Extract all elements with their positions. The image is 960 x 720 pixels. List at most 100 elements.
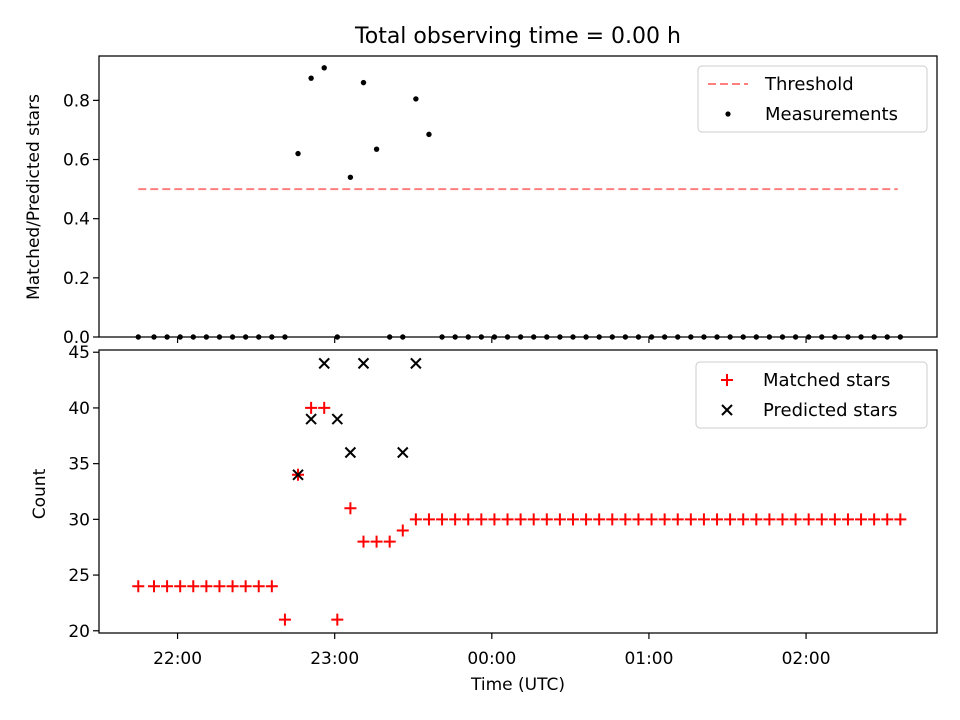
bottom-xtick-label: 02:00 [782,649,831,669]
measurement-point [347,174,354,180]
measurements-legend-label: Measurements [765,104,898,125]
measurement-point [295,150,301,157]
bottom-ytick-label: 45 [68,343,90,363]
matched-star-marker [737,513,750,526]
matched-star-marker [841,513,854,526]
top-axes-frame [98,55,938,338]
matched-star-marker [658,513,671,526]
matched-star-marker [265,580,278,593]
matched-star-marker [161,580,174,593]
matched-star-marker [239,580,252,593]
matched-star-marker [828,513,841,526]
matched-star-marker [527,513,540,526]
predicted-star-marker [357,357,370,370]
top-legend-box [697,65,928,133]
matched-star-marker [187,580,200,593]
matched-star-marker [331,613,344,626]
matched-star-marker [226,580,239,593]
matched-star-marker [422,513,435,526]
bottom-xtick-label: 00:00 [467,649,516,669]
figure-title: Total observing time = 0.00 h [354,24,681,49]
matched-star-marker [868,513,881,526]
matched-star-marker [462,513,475,526]
predicted-legend-label: Predicted stars [763,400,897,421]
top-ytick-label: 0.6 [63,151,90,171]
predicted-star-marker [397,446,409,459]
bottom-legend-box [695,361,928,429]
measurement-point [308,75,314,81]
predicted-star-marker [331,413,344,425]
predicted-star-marker [305,413,317,425]
predicted-star-marker [318,357,330,370]
matched-star-marker [357,535,370,548]
matched-star-marker [436,513,449,526]
matched-legend-label: Matched stars [763,370,890,391]
matched-star-marker [684,513,697,526]
measurement-point [413,96,419,102]
matched-star-marker [252,580,265,593]
matched-star-marker [396,524,409,537]
matched-star-marker [789,513,802,526]
matched-star-marker [213,580,226,593]
matched-star-marker [147,580,160,593]
matched-star-marker [881,513,894,526]
matched-star-marker [344,502,357,515]
matched-star-marker [278,613,291,626]
matched-star-marker [580,513,593,526]
matched-star-marker [566,513,579,526]
matched-star-marker [894,513,907,526]
matched-star-marker [174,580,187,593]
predicted-star-marker [410,357,422,370]
bottom-ytick-label: 35 [68,455,90,475]
bottom-ylabel: Count [30,468,50,519]
threshold-legend-label: Threshold [764,74,854,95]
measurement-point [373,146,380,152]
top-plot-area: 0.0 0.2 0.4 0.6 0.8 [63,65,904,348]
bottom-legend: Matched stars Predicted stars [695,361,928,429]
bottom-panel: Count 20 25 30 35 40 45 22:00 23:00 00:00 01:00 02… [30,343,938,695]
bottom-axes-frame [98,349,938,634]
matched-star-marker [514,513,527,526]
matched-star-marker [132,580,145,593]
matched-star-marker [409,513,422,526]
top-legend: Threshold Measurements [697,65,928,133]
predicted-star-marker [344,446,357,459]
matched-star-marker [632,513,645,526]
top-ytick-label: 0.0 [63,328,90,348]
matched-star-marker [815,513,828,526]
measurements-legend-swatch [725,111,731,117]
matched-star-marker [488,513,501,526]
matched-star-marker [645,513,658,526]
bottom-ytick-label: 20 [68,622,90,642]
matched-star-marker [802,513,815,526]
matched-star-marker [593,513,606,526]
bottom-plot-area: 20 25 30 35 40 45 22:00 23:00 00:00 01:00 02:00 [68,343,907,669]
matched-star-marker [776,513,789,526]
matched-star-marker [540,513,553,526]
top-ytick-label: 0.8 [63,91,90,111]
bottom-ytick-label: 25 [68,566,90,586]
matched-star-marker [711,513,724,526]
measurement-point [426,131,432,138]
predicted-star-marker [292,469,304,481]
predicted-legend-swatch [721,404,733,416]
matched-star-marker [475,513,488,526]
bottom-xlabel: Time (UTC) [470,675,565,695]
bottom-xtick-label: 23:00 [310,649,359,669]
matched-star-marker [449,513,462,526]
matched-star-marker [855,513,868,526]
matched-star-marker [671,513,684,526]
matched-legend-swatch [721,374,733,386]
top-panel: Matched/Predicted stars 0.00.20.40.60.8 … [24,55,938,348]
matched-star-marker [318,401,331,414]
matched-star-marker [200,580,213,593]
matched-star-marker [724,513,737,526]
matched-star-marker [763,513,776,526]
matched-star-marker [606,513,619,526]
matched-star-marker [383,535,396,548]
matched-star-marker [750,513,763,526]
matched-star-marker [370,535,383,548]
bottom-ytick-label: 30 [68,510,90,530]
top-ylabel: Matched/Predicted stars [24,94,44,300]
